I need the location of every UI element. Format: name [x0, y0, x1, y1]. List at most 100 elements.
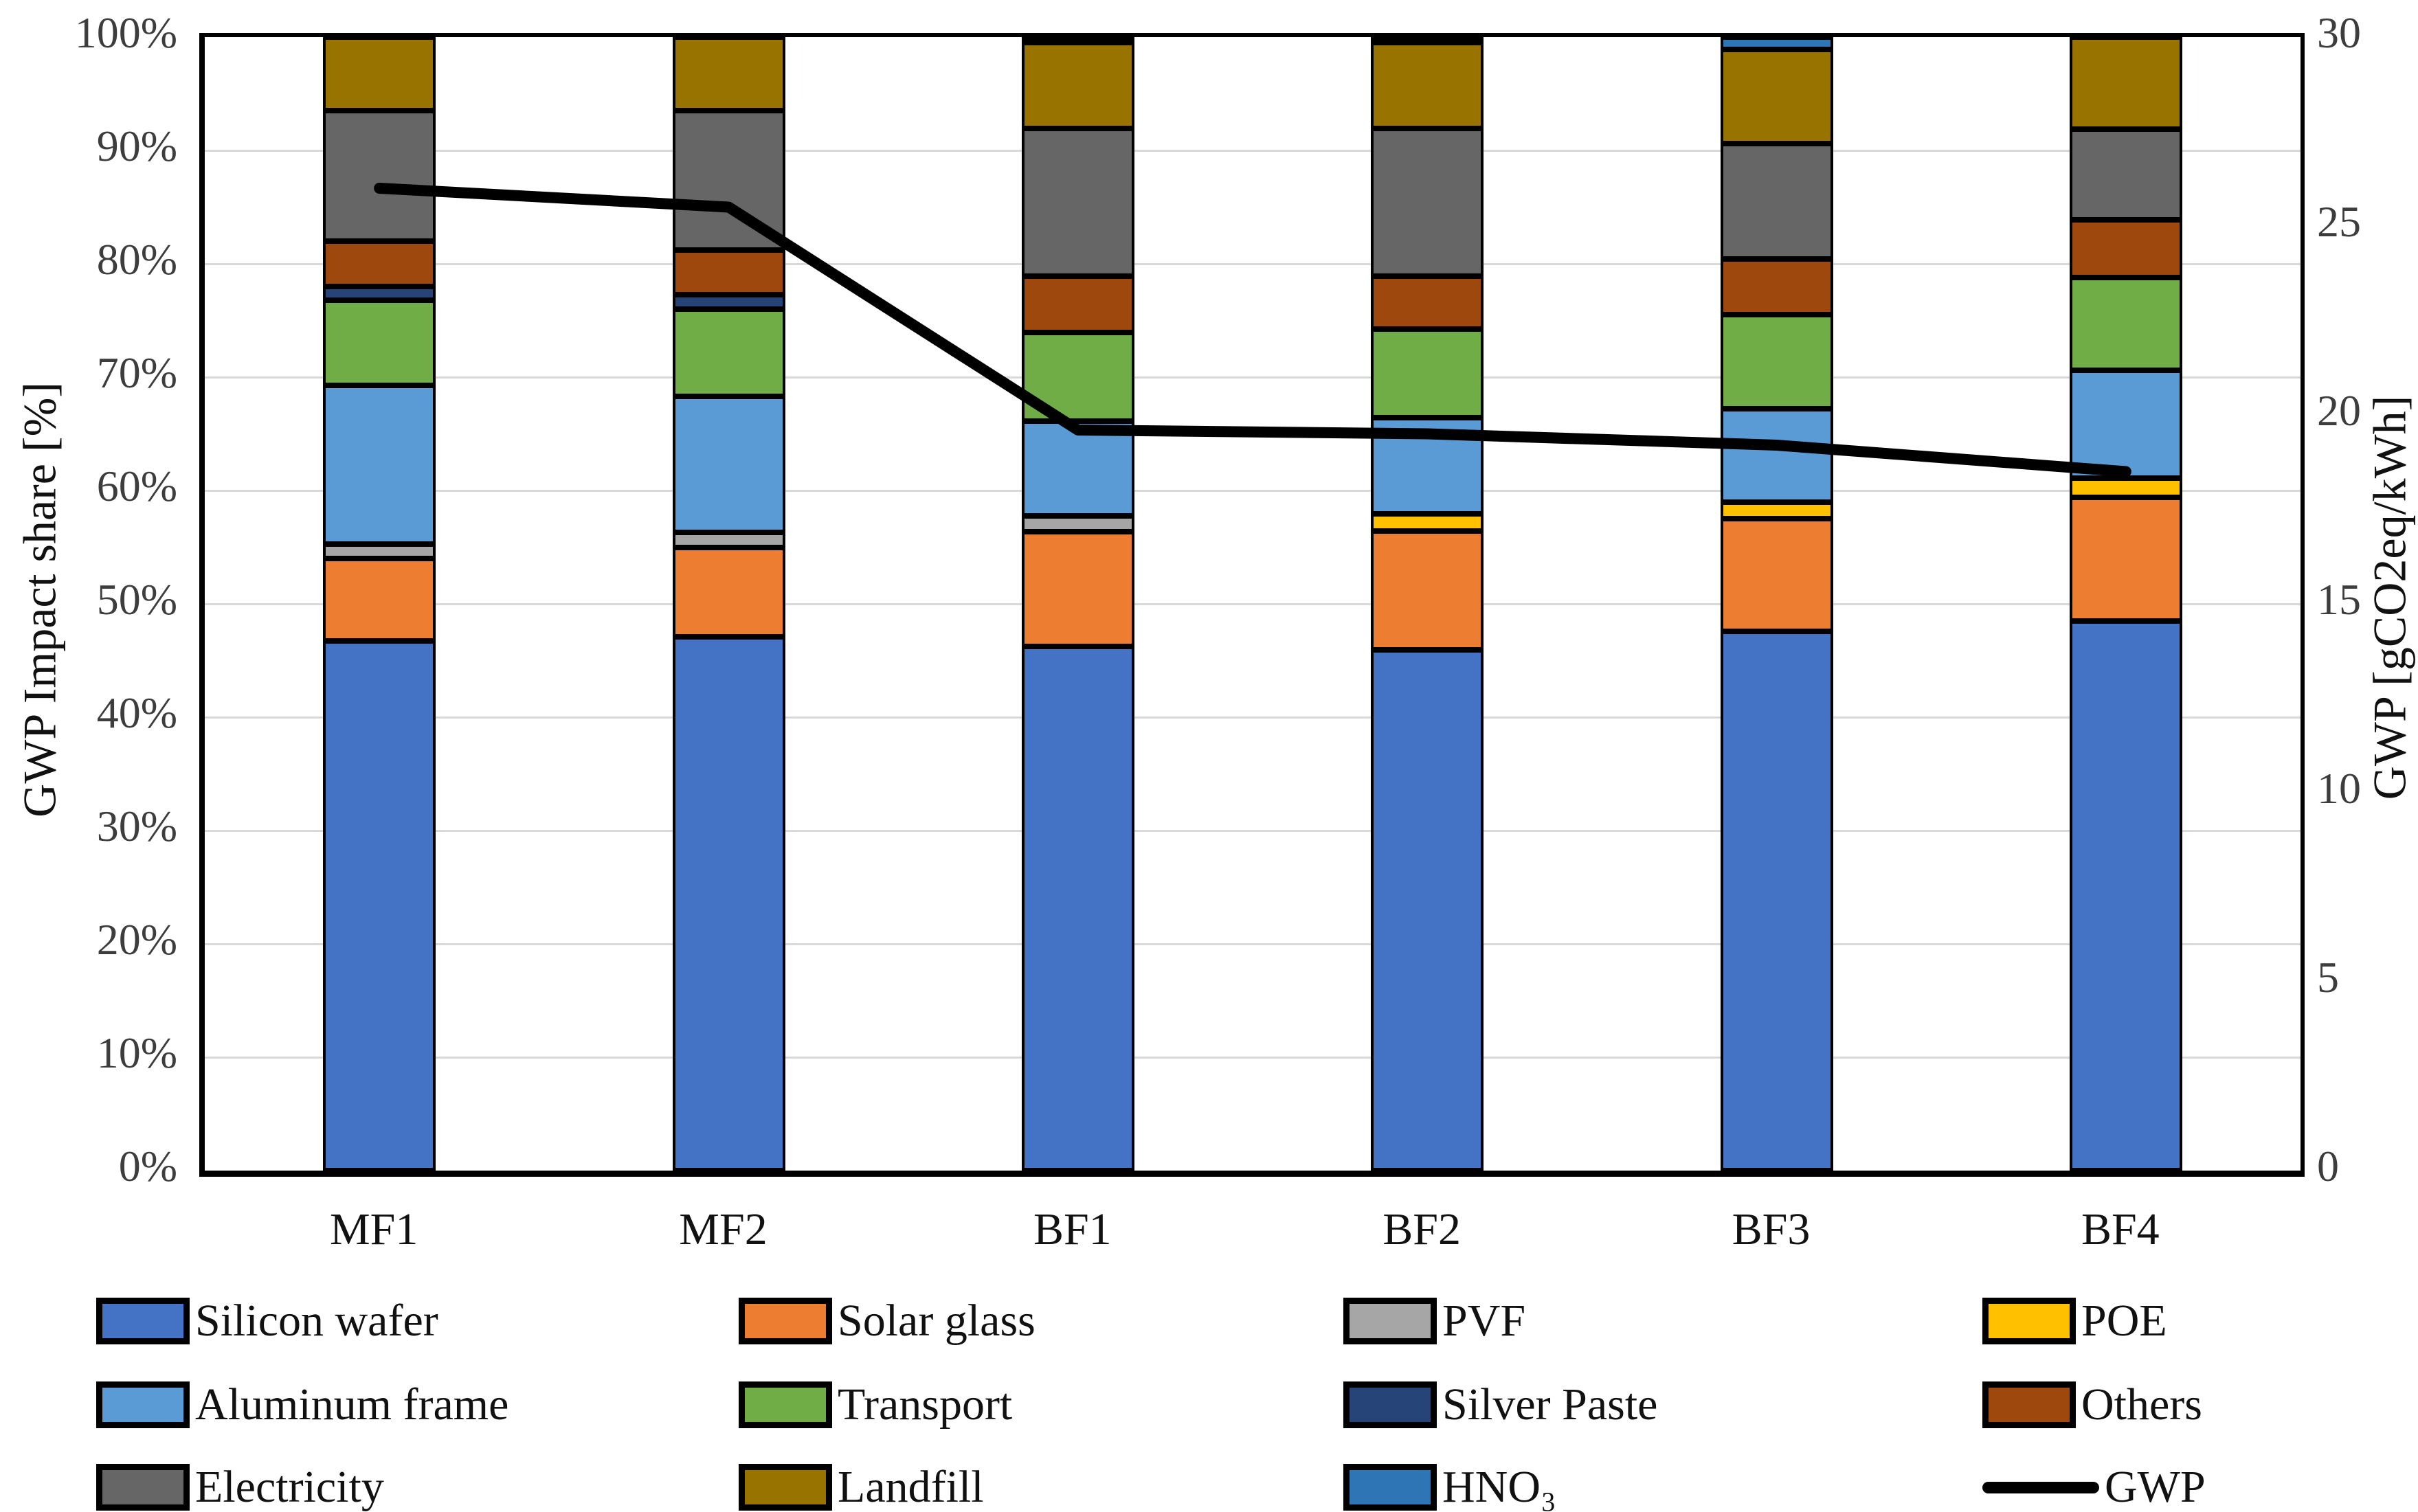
legend-item-silicon-wafer: Silicon wafer — [96, 1297, 438, 1345]
legend-swatch-others — [1982, 1381, 2076, 1428]
legend-item-electricity: Electricity — [96, 1463, 384, 1511]
right-tick-0: 0 — [2317, 1142, 2339, 1191]
bar-segment-others — [1021, 275, 1134, 333]
bar-segment-electricity — [2069, 128, 2182, 220]
bar-segment-pvf — [672, 532, 785, 548]
gridline — [205, 1056, 2301, 1059]
bar-segment-landfill — [1021, 43, 1134, 129]
legend-swatch-pvf — [1343, 1298, 1437, 1344]
x-label-bf3: BF3 — [1732, 1204, 1811, 1254]
left-tick-40: 40% — [96, 688, 177, 737]
gridline — [205, 262, 2301, 265]
gridline — [205, 716, 2301, 719]
bar-segment-others — [672, 250, 785, 295]
legend-swatch-silicon-wafer — [96, 1298, 190, 1344]
legend-item-transport: Transport — [739, 1381, 1012, 1429]
left-tick-20: 20% — [96, 915, 177, 964]
bar-segment-silicon-wafer — [672, 636, 785, 1171]
x-label-bf1: BF1 — [1033, 1204, 1112, 1254]
bar-segment-aluminum-frame — [1021, 420, 1134, 517]
legend-item-silver-paste: Silver Paste — [1343, 1381, 1657, 1429]
legend-label-hno: HNO₃ — [1442, 1462, 1556, 1512]
bar-segment-electricity — [1021, 128, 1134, 276]
left-tick-90: 90% — [96, 122, 177, 170]
bar-segment-silicon-wafer — [2069, 620, 2182, 1171]
legend-swatch-silver-paste — [1343, 1381, 1437, 1428]
bar-segment-transport — [1021, 332, 1134, 421]
bar-segment-transport — [1371, 329, 1484, 418]
bar-segment-solar-glass — [1021, 532, 1134, 646]
bar-segment-others — [2069, 219, 2182, 278]
bar-segment-silicon-wafer — [1720, 631, 1833, 1171]
bar-segment-others — [1371, 275, 1484, 330]
bar-segment-silver-paste — [1021, 37, 1134, 43]
legend-item-poe: POE — [1982, 1297, 2167, 1345]
left-tick-70: 70% — [96, 348, 177, 397]
bar-bf1 — [1021, 37, 1134, 1171]
legend-label-pvf: PVF — [1442, 1296, 1526, 1346]
legend-label-aluminum-frame: Aluminum frame — [195, 1379, 509, 1430]
x-label-bf2: BF2 — [1382, 1204, 1462, 1254]
bar-mf1 — [323, 37, 436, 1171]
bar-segment-solar-glass — [1371, 530, 1484, 650]
bar-segment-others — [1720, 259, 1833, 315]
right-tick-15: 15 — [2317, 575, 2361, 624]
left-tick-50: 50% — [96, 575, 177, 624]
left-tick-80: 80% — [96, 235, 177, 284]
bar-bf2 — [1371, 37, 1484, 1171]
gridline — [205, 602, 2301, 605]
bar-segment-solar-glass — [1720, 519, 1833, 631]
legend-item-solar-glass: Solar glass — [739, 1297, 1036, 1345]
gwp-line-chart — [374, 183, 2131, 477]
bar-segment-electricity — [1720, 144, 1833, 260]
legend-line-swatch-gwp — [1982, 1481, 2099, 1493]
right-tick-20: 20 — [2317, 386, 2361, 435]
legend-label-landfill: Landfill — [838, 1462, 984, 1512]
x-label-mf2: MF2 — [679, 1204, 768, 1254]
bar-segment-transport — [1720, 315, 1833, 409]
gwp-line — [374, 183, 2131, 477]
bar-bf4 — [2069, 37, 2182, 1171]
gridline — [205, 489, 2301, 492]
left-tick-100: 100% — [74, 8, 177, 57]
legend-label-others: Others — [2081, 1379, 2202, 1430]
bar-segment-pvf — [1021, 516, 1134, 532]
bar-mf2 — [672, 37, 785, 1171]
left-tick-10: 10% — [96, 1028, 177, 1077]
legend-label-electricity: Electricity — [195, 1462, 384, 1512]
bar-segment-landfill — [323, 37, 436, 111]
bar-segment-silver-paste — [1371, 37, 1484, 43]
legend-swatch-transport — [739, 1381, 832, 1428]
left-tick-30: 30% — [96, 802, 177, 850]
bar-segment-landfill — [672, 37, 785, 111]
gridline — [205, 943, 2301, 945]
bar-segment-poe — [2069, 477, 2182, 497]
gridline — [205, 376, 2301, 379]
bar-segment-aluminum-frame — [323, 385, 436, 544]
right-tick-25: 25 — [2317, 197, 2361, 246]
bar-segment-landfill — [1371, 43, 1484, 129]
bar-segment-poe — [1371, 513, 1484, 531]
right-tick-5: 5 — [2317, 953, 2339, 1002]
legend-label-silicon-wafer: Silicon wafer — [195, 1296, 438, 1346]
gridline — [205, 149, 2301, 152]
bar-segment-others — [323, 241, 436, 287]
legend-label-gwp: GWP — [2105, 1462, 2206, 1512]
legend-swatch-poe — [1982, 1298, 2076, 1344]
bar-segment-silver-paste — [672, 294, 785, 310]
right-tick-30: 30 — [2317, 8, 2361, 57]
legend-label-solar-glass: Solar glass — [838, 1296, 1036, 1346]
bar-segment-aluminum-frame — [672, 396, 785, 533]
x-label-bf4: BF4 — [2081, 1204, 2160, 1254]
legend-item-pvf: PVF — [1343, 1297, 1525, 1345]
gridline — [205, 829, 2301, 832]
legend-label-poe: POE — [2081, 1296, 2167, 1346]
bar-segment-silicon-wafer — [323, 641, 436, 1171]
bar-segment-solar-glass — [2069, 497, 2182, 621]
bar-segment-solar-glass — [672, 547, 785, 637]
left-tick-60: 60% — [96, 462, 177, 510]
legend-item-aluminum-frame: Aluminum frame — [96, 1381, 508, 1429]
bar-segment-pvf — [323, 543, 436, 559]
bar-segment-poe — [1720, 501, 1833, 519]
